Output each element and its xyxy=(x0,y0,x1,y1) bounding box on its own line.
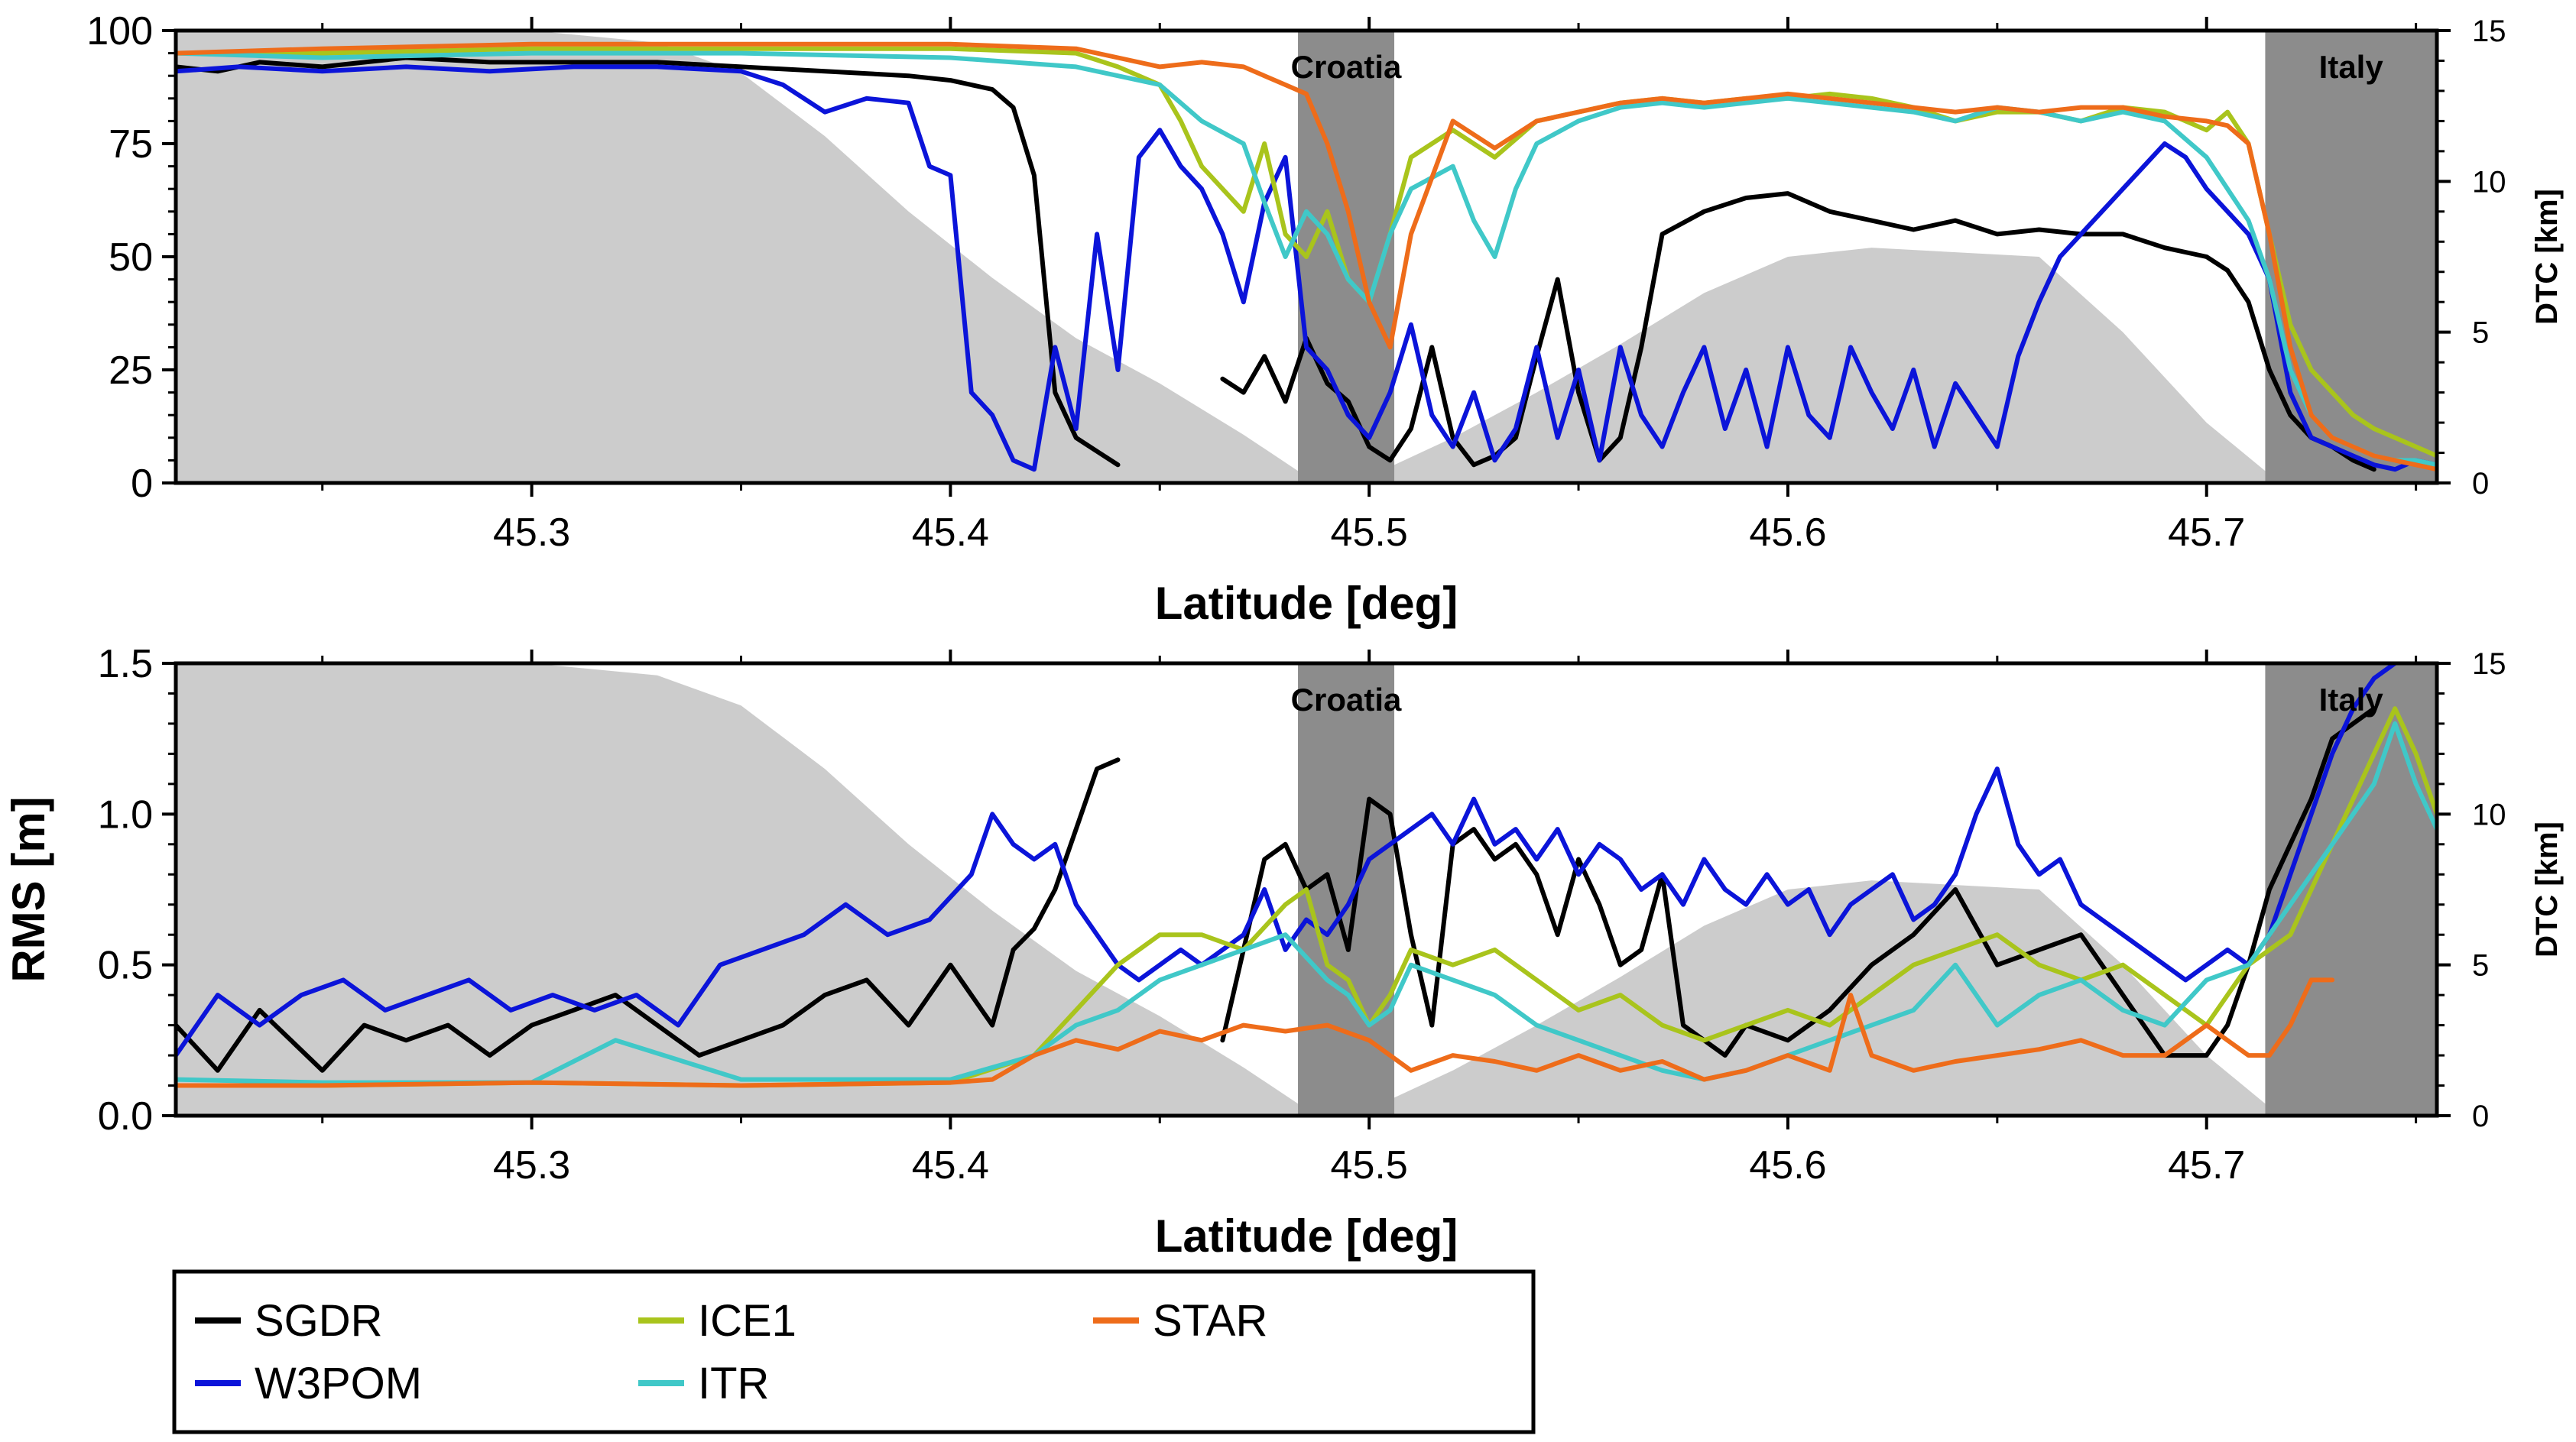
x-tick-label: 45.4 xyxy=(912,510,989,555)
dtc-area xyxy=(176,31,2266,483)
legend: SGDR ICE1 STAR W3POM ITR xyxy=(172,1269,1536,1434)
plot-area xyxy=(176,31,2437,483)
y2-tick-label: 10 xyxy=(2472,798,2506,831)
series-star-line xyxy=(176,41,2437,472)
dtc-area xyxy=(176,663,2266,1116)
series-sgdr-line xyxy=(176,55,1121,468)
y-tick-label: 100 xyxy=(86,9,153,53)
y-tick-label: 50 xyxy=(109,235,153,280)
legend-label-w3pom: W3POM xyxy=(255,1359,422,1408)
y2-axis-title: DTC [km] xyxy=(2530,821,2564,958)
x-tick-label: 45.4 xyxy=(912,1143,989,1188)
plot-frame xyxy=(174,661,2439,1118)
region-croatia-band xyxy=(1298,663,1395,1116)
x-axis-title: Latitude [deg] xyxy=(1155,578,1458,629)
y-tick-label: 25 xyxy=(109,348,153,393)
series-star-line xyxy=(176,977,2335,1088)
legend-label-itr: ITR xyxy=(698,1359,769,1408)
y-tick-label: 1.0 xyxy=(98,792,153,837)
x-tick-label: 45.5 xyxy=(1331,1143,1408,1188)
x-tick-label: 45.3 xyxy=(493,510,570,555)
series-itr-line xyxy=(176,721,2437,1085)
y2-tick-label: 15 xyxy=(2472,647,2506,681)
legend-label-ice1: ICE1 xyxy=(698,1296,796,1346)
y-tick-label: 0.5 xyxy=(98,944,153,988)
plot-area xyxy=(176,663,2437,1116)
y2-tick-label: 0 xyxy=(2472,1100,2489,1133)
x-tick-label: 45.7 xyxy=(2168,1143,2245,1188)
y-tick-label: 75 xyxy=(109,122,153,167)
series-itr-line xyxy=(176,50,2437,468)
legend-label-star: STAR xyxy=(1153,1296,1267,1346)
y2-tick-label: 5 xyxy=(2472,949,2489,983)
series-ice1-line xyxy=(176,706,2437,1088)
legend-label-sgdr: SGDR xyxy=(255,1296,383,1346)
x-tick-label: 45.7 xyxy=(2168,510,2245,555)
region-label-croatia: Croatia xyxy=(1291,49,1402,85)
x-tick-label: 45.6 xyxy=(1749,1143,1826,1188)
y-axis-title: RMS [m] xyxy=(3,796,54,982)
x-tick-label: 45.5 xyxy=(1331,510,1408,555)
x-tick-label: 45.6 xyxy=(1749,510,1826,555)
y-tick-label: 1.5 xyxy=(98,642,153,686)
region-label-croatia: Croatia xyxy=(1291,682,1402,718)
series-sgdr-line xyxy=(176,757,1121,1073)
y-tick-label: 0 xyxy=(131,462,153,506)
legend-box xyxy=(172,1269,1536,1434)
x-axis-title: Latitude [deg] xyxy=(1155,1210,1458,1262)
y2-tick-label: 0 xyxy=(2472,467,2489,501)
y2-axis-title: DTC [km] xyxy=(2530,189,2564,325)
x-tick-label: 45.3 xyxy=(493,1143,570,1188)
series-w3pom-line xyxy=(176,663,2398,1058)
y-tick-label: 0.0 xyxy=(98,1094,153,1139)
region-label-italy: Italy xyxy=(2319,49,2384,85)
region-italy-band xyxy=(2265,663,2437,1116)
y2-tick-label: 10 xyxy=(2472,165,2506,199)
series-w3pom-line xyxy=(176,64,2437,472)
bottom-panel: Croatia Italy 45.3 45.4 45.5 45.6 45.7 0.0 0.5 1.… xyxy=(3,642,2564,1262)
y2-tick-label: 15 xyxy=(2472,15,2506,48)
y2-tick-label: 5 xyxy=(2472,316,2489,350)
region-label-italy: Italy xyxy=(2319,682,2384,718)
region-italy-band xyxy=(2265,31,2437,483)
series-sgdr-line xyxy=(1220,191,2376,472)
